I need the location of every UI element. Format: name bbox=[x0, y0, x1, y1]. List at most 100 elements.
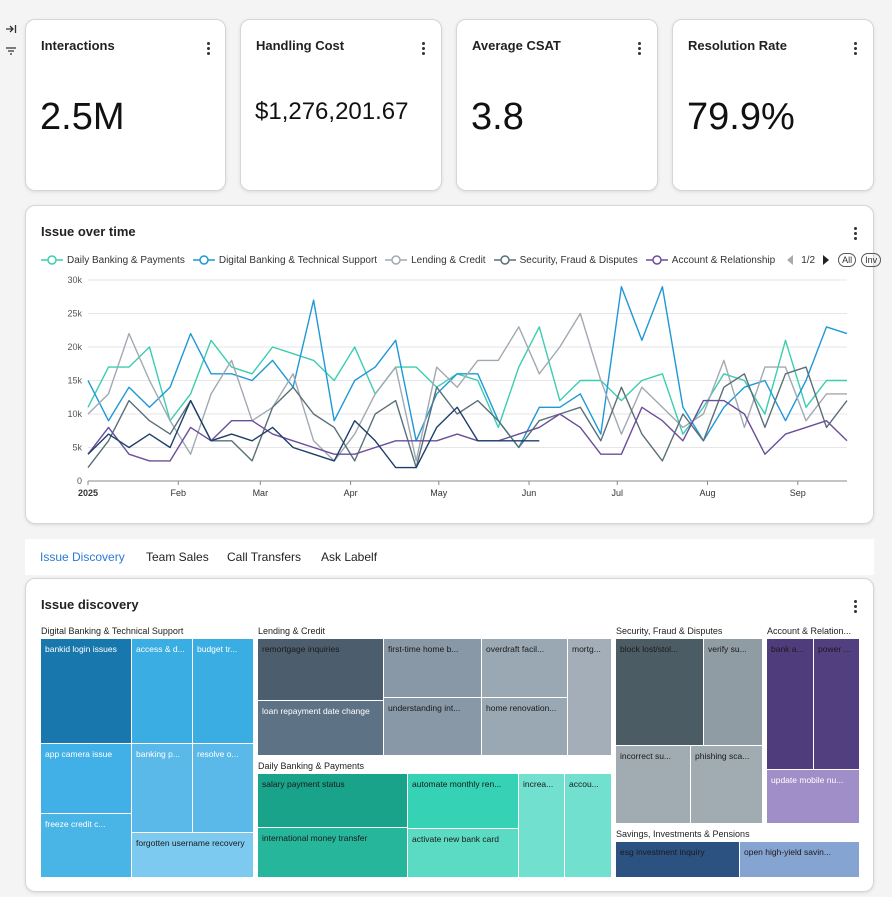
treemap-cell[interactable]: bank a... bbox=[767, 639, 813, 769]
treemap-cell[interactable]: increa... bbox=[519, 774, 564, 877]
legend-pager: 1/2 All Inv bbox=[783, 253, 882, 267]
treemap-cell[interactable]: first-time home b... bbox=[384, 639, 481, 697]
x-tick-label: Apr bbox=[344, 488, 358, 498]
treemap-cell[interactable]: verify su... bbox=[704, 639, 762, 745]
treemap-group-label: Digital Banking & Technical Support bbox=[41, 626, 184, 636]
issue-over-time-card: Issue over time Daily Banking & Payments… bbox=[25, 205, 882, 524]
series-line[interactable] bbox=[87, 399, 848, 462]
legend-label: Security, Fraud & Disputes bbox=[519, 254, 638, 266]
next-page-icon[interactable] bbox=[821, 254, 831, 266]
kpi-value: $1,276,201.67 bbox=[255, 98, 409, 125]
x-tick-label: Aug bbox=[700, 488, 716, 498]
treemap-cell[interactable]: update mobile nu... bbox=[767, 770, 859, 823]
treemap-cell[interactable]: esg investment inquiry bbox=[616, 842, 739, 877]
legend-item[interactable]: Account & Relationship bbox=[645, 255, 775, 266]
kpi-value: 79.9% bbox=[687, 96, 795, 138]
treemap-cell[interactable]: automate monthly ren... bbox=[408, 774, 518, 828]
previous-page-icon[interactable] bbox=[785, 254, 795, 266]
treemap-cell[interactable]: understanding int... bbox=[384, 698, 481, 755]
treemap-cell[interactable]: activate new bank card bbox=[408, 829, 518, 877]
treemap-cell[interactable]: resolve o... bbox=[193, 744, 253, 832]
x-tick-label: Sep bbox=[790, 488, 806, 498]
treemap-cell[interactable]: accou... bbox=[565, 774, 611, 877]
y-tick-label: 25k bbox=[67, 309, 82, 319]
y-tick-label: 20k bbox=[67, 342, 82, 352]
treemap-cell[interactable]: phishing sca... bbox=[691, 746, 762, 823]
legend-item[interactable]: Security, Fraud & Disputes bbox=[493, 254, 638, 266]
tab-ask-labelf[interactable]: Ask Labelf bbox=[321, 550, 378, 564]
more-options-icon[interactable] bbox=[633, 39, 645, 57]
more-options-icon[interactable] bbox=[849, 39, 861, 57]
y-tick-label: 10k bbox=[67, 409, 82, 419]
treemap-cell[interactable]: international money transfer bbox=[258, 828, 407, 877]
kpi-title: Resolution Rate bbox=[688, 38, 787, 53]
x-tick-label: May bbox=[430, 488, 448, 498]
tab-issue-discovery[interactable]: Issue Discovery bbox=[40, 550, 125, 564]
kpi-card-resolution-rate: Resolution Rate 79.9% bbox=[672, 19, 874, 191]
series-line[interactable] bbox=[87, 399, 540, 469]
x-tick-label: Jul bbox=[611, 488, 623, 498]
legend-page-indicator: 1/2 bbox=[801, 254, 816, 266]
legend-marker-icon bbox=[41, 255, 63, 265]
more-options-icon[interactable] bbox=[849, 597, 861, 615]
treemap-cell[interactable]: home renovation... bbox=[482, 698, 567, 755]
legend-select-all-button[interactable]: All bbox=[838, 253, 857, 267]
legend-item[interactable]: Daily Banking & Payments bbox=[41, 255, 185, 266]
treemap-cell[interactable]: loan repayment date change bbox=[258, 701, 383, 755]
kpi-title: Average CSAT bbox=[472, 38, 561, 53]
treemap-cell[interactable]: remortgage inquiries bbox=[258, 639, 383, 700]
series-line[interactable] bbox=[87, 366, 848, 469]
kpi-card-handling-cost: Handling Cost $1,276,201.67 bbox=[240, 19, 442, 191]
kpi-value: 3.8 bbox=[471, 96, 524, 138]
dashboard-tabs: Issue Discovery Team Sales Call Transfer… bbox=[25, 539, 874, 575]
treemap-cell[interactable]: budget tr... bbox=[193, 639, 253, 743]
kpi-value: 2.5M bbox=[40, 96, 125, 138]
kpi-card-average-csat: Average CSAT 3.8 bbox=[456, 19, 658, 191]
treemap-cell[interactable]: power ... bbox=[814, 639, 859, 769]
more-options-icon[interactable] bbox=[849, 224, 861, 242]
legend-label: Daily Banking & Payments bbox=[67, 254, 185, 266]
treemap-cell[interactable]: freeze credit c... bbox=[41, 814, 131, 877]
treemap-cell[interactable]: bankid login issues bbox=[41, 639, 131, 743]
treemap-cell[interactable]: incorrect su... bbox=[616, 746, 690, 823]
x-tick-label: Feb bbox=[171, 488, 187, 498]
line-chart[interactable]: 0 5k 10k 15k 20k 25k 30k 2025 Feb Mar Apr May Jun Jul… bbox=[26, 268, 875, 508]
tab-team-sales[interactable]: Team Sales bbox=[146, 550, 209, 564]
treemap-cell[interactable]: mortg... bbox=[568, 639, 611, 755]
y-tick-label: 5k bbox=[72, 443, 82, 453]
treemap-cell[interactable]: salary payment status bbox=[258, 774, 407, 827]
treemap-cell[interactable]: forgotten username recovery bbox=[132, 833, 253, 877]
treemap-cell[interactable]: banking p... bbox=[132, 744, 192, 832]
treemap-cell[interactable]: open high-yield savin... bbox=[740, 842, 859, 877]
chart-title: Issue over time bbox=[41, 224, 136, 239]
more-options-icon[interactable] bbox=[417, 39, 429, 57]
x-tick-label: Mar bbox=[253, 488, 269, 498]
legend-item[interactable]: Lending & Credit bbox=[385, 255, 486, 266]
expand-panel-icon[interactable] bbox=[4, 22, 18, 36]
series-line[interactable] bbox=[87, 326, 847, 435]
series-line[interactable] bbox=[87, 312, 847, 462]
treemap-title: Issue discovery bbox=[41, 597, 139, 612]
kpi-title: Interactions bbox=[41, 38, 115, 53]
y-tick-label: 0 bbox=[77, 476, 82, 486]
treemap-group-label: Security, Fraud & Disputes bbox=[616, 626, 723, 636]
x-tick-label: Jun bbox=[522, 488, 537, 498]
treemap-cell[interactable]: app camera issue bbox=[41, 744, 131, 813]
treemap-cell[interactable]: access & d... bbox=[132, 639, 192, 743]
treemap-group-label: Lending & Credit bbox=[258, 626, 326, 636]
legend-marker-icon bbox=[385, 255, 408, 265]
kpi-title: Handling Cost bbox=[256, 38, 345, 53]
legend-item[interactable]: Digital Banking & Technical Support bbox=[192, 254, 378, 266]
treemap-group-label: Savings, Investments & Pensions bbox=[616, 829, 750, 839]
filter-icon[interactable] bbox=[4, 44, 18, 58]
legend-marker-icon bbox=[493, 255, 516, 265]
treemap-cell[interactable]: block lost/stol... bbox=[616, 639, 703, 745]
more-options-icon[interactable] bbox=[202, 39, 214, 57]
tab-call-transfers[interactable]: Call Transfers bbox=[227, 550, 302, 564]
legend-invert-button[interactable]: Inv bbox=[861, 253, 882, 267]
legend-marker-icon bbox=[192, 255, 215, 265]
legend-label: Digital Banking & Technical Support bbox=[218, 254, 378, 266]
treemap-group-label: Account & Relation... bbox=[767, 626, 852, 636]
treemap-cell[interactable]: overdraft facil... bbox=[482, 639, 567, 697]
issue-discovery-card: Issue discovery Digital Banking & Techni… bbox=[25, 578, 874, 892]
